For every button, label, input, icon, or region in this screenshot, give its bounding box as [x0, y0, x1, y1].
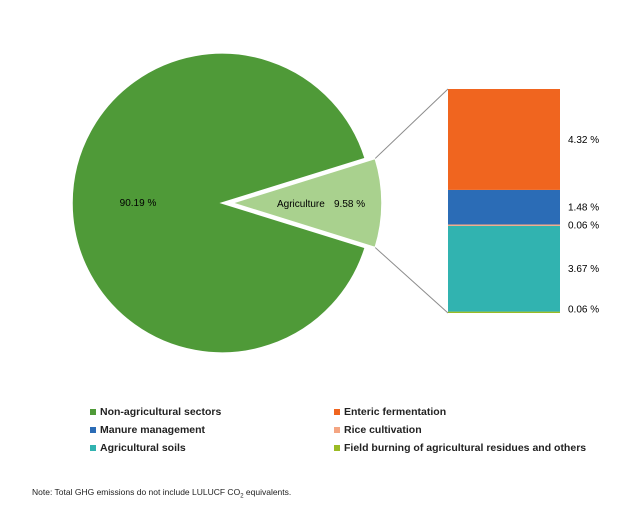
pie-label-non-agricultural: 90.19 % — [120, 198, 157, 209]
legend-label: Enteric fermentation — [344, 406, 447, 418]
connector-line-top — [374, 88, 449, 159]
legend-item: Manure management — [90, 422, 334, 438]
bar-label-0: 0.06 % — [568, 305, 599, 316]
legend-swatch — [334, 427, 340, 433]
legend-swatch — [334, 445, 340, 451]
pie-label-agriculture-name: Agriculture — [277, 199, 325, 210]
legend-item: Agricultural soils — [90, 440, 334, 456]
note-subscript: 2 — [240, 493, 244, 500]
legend-item: Field burning of agricultural residues a… — [334, 440, 610, 456]
connector-lines — [374, 88, 449, 314]
bar-segment-enteric-fermentation — [448, 89, 560, 190]
legend-label: Agricultural soils — [100, 442, 186, 454]
pie-slice-agriculture — [229, 157, 383, 249]
note-prefix: Note: Total GHG emissions do not include… — [32, 487, 241, 497]
bar-label-4: 4.32 % — [568, 135, 599, 146]
bar-label-2: 0.06 % — [568, 221, 599, 232]
bar-value-labels: 0.06 % 3.67 % 0.06 % 1.48 % 4.32 % — [568, 135, 599, 316]
legend-item: Rice cultivation — [334, 422, 610, 438]
bar-segment-rice-cultivation — [448, 224, 560, 226]
legend-label: Non-agricultural sectors — [100, 406, 222, 418]
legend: Non-agricultural sectors Enteric fermenta… — [90, 404, 610, 456]
pie-slice-non-agricultural — [71, 52, 367, 354]
legend-label: Rice cultivation — [344, 424, 422, 436]
legend-swatch — [90, 445, 96, 451]
legend-swatch — [334, 409, 340, 415]
legend-swatch — [90, 427, 96, 433]
legend-item: Enteric fermentation — [334, 404, 610, 420]
bar-segment-manure-management — [448, 189, 560, 225]
legend-label: Field burning of agricultural residues a… — [344, 442, 587, 454]
legend-item: Non-agricultural sectors — [90, 404, 334, 420]
pie: 90.19 % Agriculture 9.58 % — [71, 52, 383, 354]
connector-line-bottom — [374, 247, 449, 314]
pie-of-bar-chart: 90.19 % Agriculture 9.58 % 0.06 %3.67 %0.0… — [71, 52, 599, 354]
stacked-bar — [448, 89, 560, 313]
bar-segment-agricultural-soils — [448, 225, 560, 312]
bar-label-1: 3.67 % — [568, 264, 599, 275]
legend-swatch — [90, 409, 96, 415]
note-suffix: equivalents. — [243, 487, 292, 497]
footnote: Note: Total GHG emissions do not include… — [32, 487, 291, 500]
legend-label: Manure management — [100, 424, 206, 436]
bar-label-3: 1.48 % — [568, 203, 599, 214]
pie-label-agriculture-value: 9.58 % — [334, 199, 365, 210]
bar-segment-field-burning-of-agricultural-residues-and-others — [448, 311, 560, 313]
